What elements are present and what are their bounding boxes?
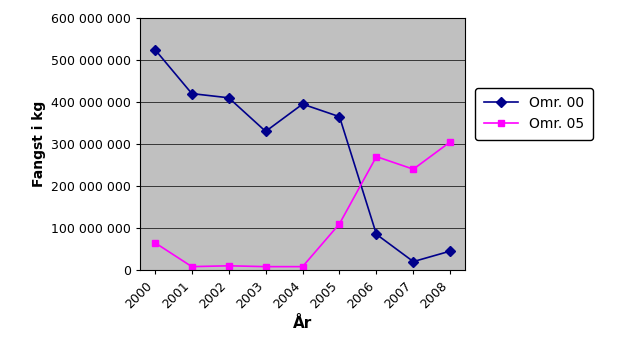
Omr. 05	[262, 265, 269, 269]
Omr. 05	[151, 240, 159, 245]
Omr. 05	[410, 167, 417, 171]
Line: Omr. 00: Omr. 00	[152, 46, 454, 265]
Omr. 00	[188, 91, 196, 96]
Y-axis label: Fangst i kg: Fangst i kg	[32, 101, 46, 187]
Omr. 00	[225, 96, 233, 100]
Omr. 05	[336, 222, 343, 226]
Omr. 05	[373, 154, 380, 159]
Legend: Omr. 00, Omr. 05: Omr. 00, Omr. 05	[475, 88, 593, 140]
Omr. 00	[447, 249, 454, 253]
Omr. 05	[225, 264, 233, 268]
Omr. 00	[299, 102, 306, 106]
Line: Omr. 05: Omr. 05	[152, 139, 454, 270]
Omr. 00	[410, 260, 417, 264]
Omr. 00	[373, 232, 380, 237]
Omr. 05	[447, 140, 454, 144]
Omr. 05	[188, 265, 196, 269]
Omr. 00	[151, 47, 159, 51]
Omr. 05	[299, 265, 306, 269]
Omr. 00	[262, 129, 269, 134]
Omr. 00	[336, 114, 343, 119]
X-axis label: År: År	[293, 316, 312, 331]
